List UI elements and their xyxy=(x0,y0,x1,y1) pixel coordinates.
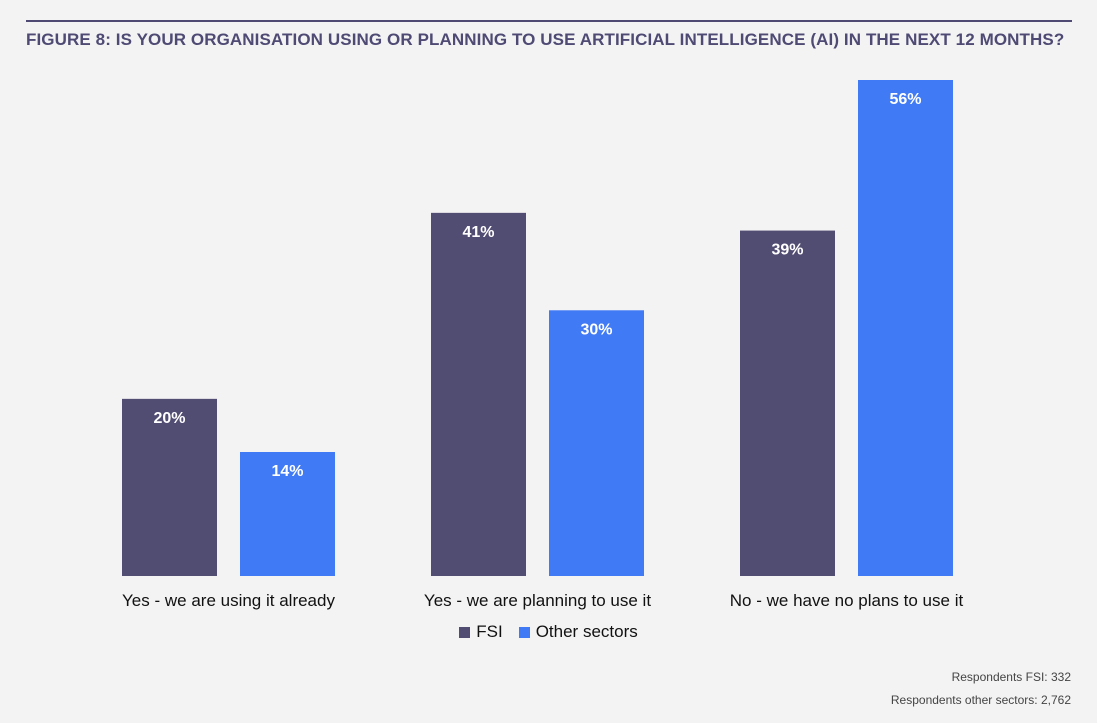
bar-fsi-2 xyxy=(431,212,526,576)
bar-other-sectors-2 xyxy=(549,310,644,576)
bar-fsi-1 xyxy=(122,398,217,576)
category-label-3: No - we have no plans to use it xyxy=(730,591,964,610)
legend: FSI Other sectors xyxy=(0,622,1097,642)
value-label-other-sectors-1: 14% xyxy=(271,463,303,480)
legend-label-other-sectors: Other sectors xyxy=(535,622,638,641)
value-label-other-sectors-2: 30% xyxy=(580,321,612,338)
chart-title: FIGURE 8: IS YOUR ORGANISATION USING OR … xyxy=(26,30,1065,49)
legend-label-fsi: FSI xyxy=(476,622,503,641)
footnote-respondents-other: Respondents other sectors: 2,762 xyxy=(890,693,1071,707)
value-label-other-sectors-3: 56% xyxy=(889,91,921,108)
bar-fsi-3 xyxy=(740,230,835,577)
value-label-fsi-3: 39% xyxy=(771,242,803,259)
legend-swatch-fsi xyxy=(459,626,471,638)
bar-other-sectors-3 xyxy=(858,80,953,576)
legend-item-fsi: FSI xyxy=(459,622,503,642)
legend-item-other-sectors: Other sectors xyxy=(518,622,638,642)
title-rule xyxy=(26,20,1072,22)
bar-other-sectors-1 xyxy=(240,452,335,576)
category-label-2: Yes - we are planning to use it xyxy=(424,591,651,610)
value-label-fsi-1: 20% xyxy=(153,410,185,427)
value-label-fsi-2: 41% xyxy=(462,224,494,241)
category-label-1: Yes - we are using it already xyxy=(122,591,335,610)
footnote-respondents-fsi: Respondents FSI: 332 xyxy=(951,670,1071,684)
legend-swatch-other-sectors xyxy=(518,626,530,638)
